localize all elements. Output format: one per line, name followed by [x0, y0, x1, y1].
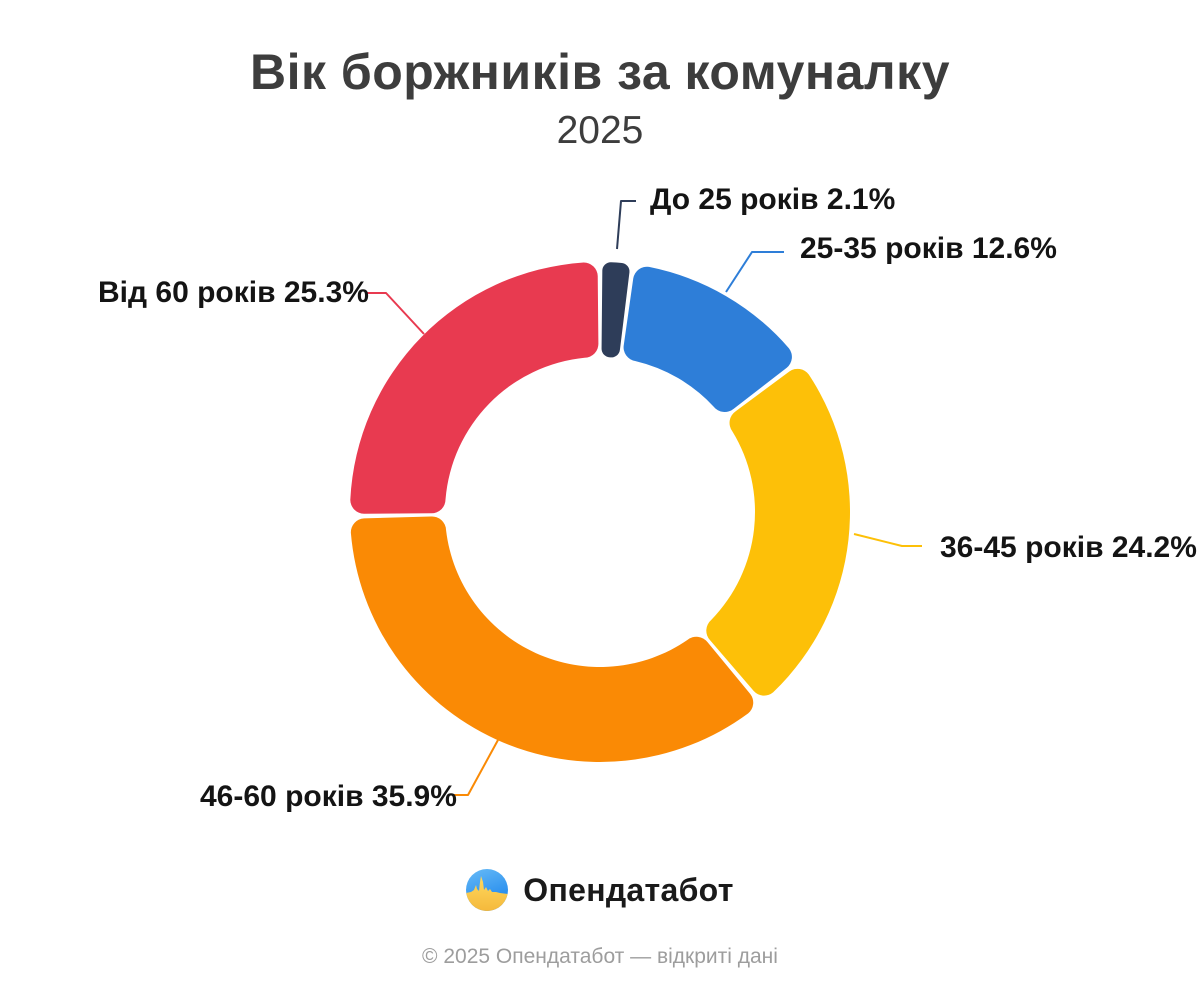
leader-line-1	[725, 251, 784, 293]
footer-copyright: © 2025 Опендатабот — відкриті дані	[422, 945, 778, 968]
chart-subtitle: 2025	[556, 109, 644, 152]
donut-slice-4[interactable]	[350, 262, 599, 514]
opendatabot-logo-icon	[466, 869, 509, 911]
slice-label-46-60: 46-60 років 35.9%	[200, 780, 457, 813]
donut-slice-2[interactable]	[706, 368, 850, 696]
chart-title: Вік боржників за комуналку	[249, 44, 951, 100]
donut-slice-3[interactable]	[350, 516, 754, 763]
slice-label-under-25: До 25 років 2.1%	[650, 183, 896, 216]
leader-line-4	[366, 292, 425, 335]
slice-label-36-45: 36-45 років 24.2%	[940, 531, 1197, 564]
donut-slice-1[interactable]	[623, 266, 792, 413]
brand-row: Опендатабот	[0, 869, 1200, 911]
donut-slice-0[interactable]	[601, 262, 630, 358]
leader-line-2	[853, 533, 922, 547]
leader-line-3	[452, 739, 499, 796]
slice-label-over-60: Від 60 років 25.3%	[98, 276, 369, 309]
leader-line-0	[616, 200, 636, 250]
slice-label-25-35: 25-35 років 12.6%	[800, 232, 1057, 265]
brand-name: Опендатабот	[523, 871, 734, 908]
